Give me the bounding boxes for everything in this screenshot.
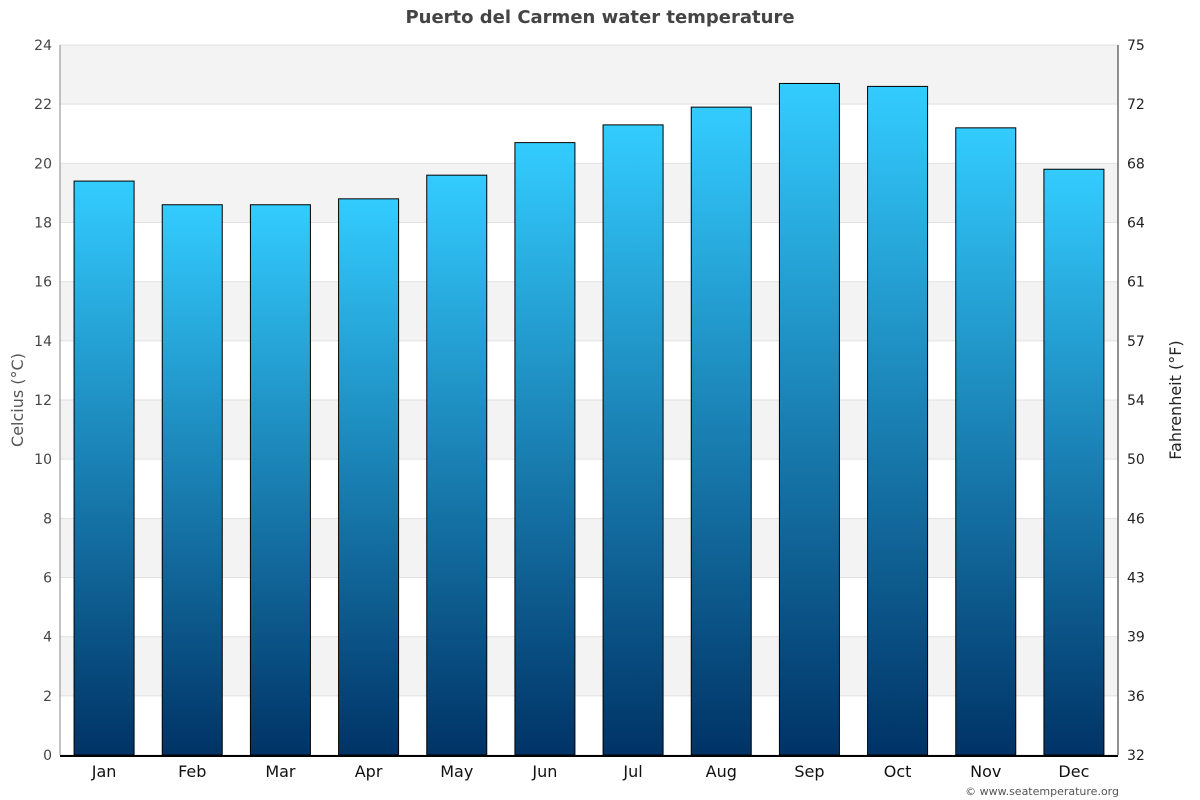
grid-band <box>60 518 1118 578</box>
bar-jun <box>514 142 576 756</box>
x-tick-label: Jul <box>622 762 642 781</box>
x-tick-label: Aug <box>706 762 737 781</box>
credit: © www.seatemperature.org <box>965 785 1119 798</box>
y-axis-label: Celcius (°C) <box>8 353 27 447</box>
chart-title: Puerto del Carmen water temperature <box>405 7 795 28</box>
x-tick-label: Apr <box>355 762 383 781</box>
bar-sep <box>778 82 840 756</box>
x-tick-label: Dec <box>1058 762 1089 781</box>
x-tick-label: Nov <box>970 762 1001 781</box>
y2-tick-label: 39 <box>1127 630 1145 646</box>
y2-tick-label: 36 <box>1127 689 1145 705</box>
grid-band <box>60 45 1118 105</box>
y2-tick-label: 64 <box>1127 216 1145 232</box>
grid-band <box>60 636 1118 696</box>
y2-tick-label: 46 <box>1127 511 1145 527</box>
y-tick-label: 4 <box>43 630 52 646</box>
y2-tick-label: 54 <box>1127 393 1145 409</box>
y-tick-label: 10 <box>34 452 52 468</box>
y2-tick-label: 72 <box>1127 97 1145 113</box>
y-tick-label: 0 <box>43 748 52 764</box>
bar-oct <box>867 85 929 756</box>
grid-band <box>60 163 1118 223</box>
y2-axis-label: Fahrenheit (°F) <box>1166 340 1185 459</box>
y-tick-label: 12 <box>34 393 52 409</box>
bar-jul <box>602 124 664 756</box>
bar-feb <box>161 204 223 756</box>
x-tick-label: May <box>440 762 473 781</box>
x-tick-label: Sep <box>794 762 824 781</box>
y2-tick-label: 57 <box>1127 334 1145 350</box>
grid-band <box>60 281 1118 341</box>
y2-tick-label: 75 <box>1127 38 1145 54</box>
x-tick-label: Jan <box>91 762 117 781</box>
x-tick-label: Jun <box>531 762 557 781</box>
y-tick-label: 18 <box>34 216 52 232</box>
y-tick-label: 2 <box>43 689 52 705</box>
y-tick-label: 6 <box>43 571 52 587</box>
y2-tick-label: 43 <box>1127 571 1145 587</box>
y-tick-label: 22 <box>34 97 52 113</box>
y2-tick-label: 61 <box>1127 275 1145 291</box>
y-tick-label: 14 <box>34 334 52 350</box>
y-tick-label: 24 <box>34 38 52 54</box>
x-tick-label: Mar <box>265 762 296 781</box>
y2-tick-label: 68 <box>1127 156 1145 172</box>
bar-dec <box>1043 168 1105 756</box>
bar-mar <box>249 204 311 756</box>
y-tick-label: 20 <box>34 156 52 172</box>
bar-aug <box>690 106 752 756</box>
y-tick-label: 8 <box>43 511 52 527</box>
x-tick-label: Feb <box>178 762 206 781</box>
bar-may <box>426 174 488 756</box>
y2-tick-label: 50 <box>1127 452 1145 468</box>
x-tick-label: Oct <box>884 762 912 781</box>
grid-band <box>60 400 1118 460</box>
bar-nov <box>955 127 1017 756</box>
bar-jan <box>73 180 135 756</box>
bar-apr <box>338 198 400 756</box>
y2-tick-label: 32 <box>1127 748 1145 764</box>
y-tick-label: 16 <box>34 275 52 291</box>
